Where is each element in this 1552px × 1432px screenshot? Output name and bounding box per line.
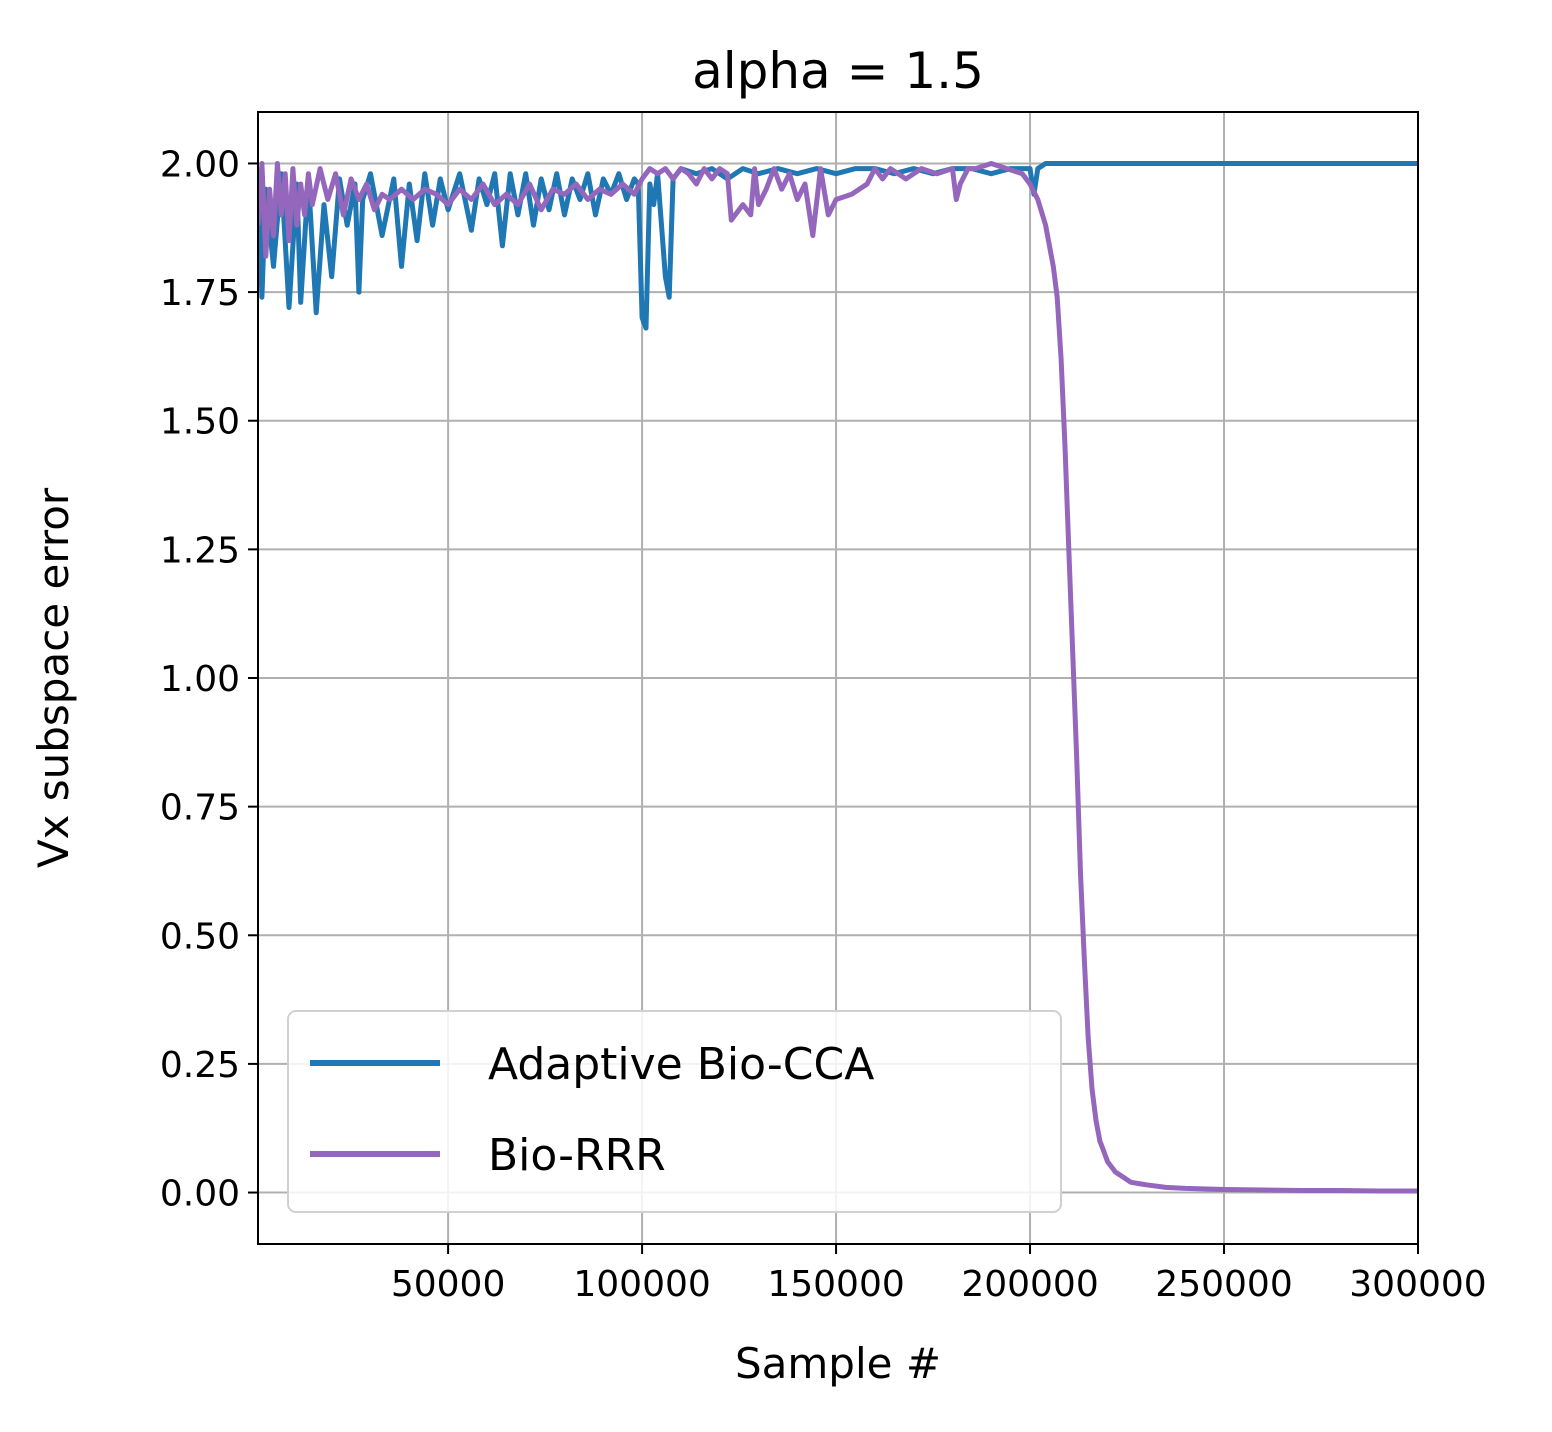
x-axis-title: Sample # <box>735 1339 941 1388</box>
y-axis-title: Vx subspace error <box>29 487 78 868</box>
legend: Adaptive Bio-CCA Bio-RRR <box>287 1010 1062 1213</box>
y-tick-label: 0.25 <box>160 1045 240 1086</box>
series-line-adaptive-bio-cca <box>258 161 1418 331</box>
y-tick-label: 1.25 <box>160 530 240 571</box>
x-tick-label: 100000 <box>573 1264 710 1305</box>
y-tick-label: 2.00 <box>160 144 240 185</box>
y-tick-label: 0.75 <box>160 788 240 829</box>
series-line-bio-rrr <box>258 161 1418 1194</box>
y-tick-label: 1.50 <box>160 402 240 443</box>
plot-series <box>258 161 1418 1194</box>
chart-title: alpha = 1.5 <box>692 42 984 100</box>
x-tick-label: 300000 <box>1349 1264 1486 1305</box>
legend-label: Bio-RRR <box>488 1130 666 1181</box>
legend-box <box>287 1010 1062 1213</box>
y-tick-label: 1.00 <box>160 659 240 700</box>
x-tick-label: 150000 <box>767 1264 904 1305</box>
x-tick-label: 250000 <box>1155 1264 1292 1305</box>
x-tick-label: 200000 <box>961 1264 1098 1305</box>
x-tick-label: 50000 <box>391 1264 506 1305</box>
axis-ticks: 50000 100000 150000 200000 250000 300000 0.00 0… <box>160 144 1487 1305</box>
y-tick-label: 0.00 <box>160 1174 240 1215</box>
y-tick-label: 0.50 <box>160 916 240 957</box>
y-tick-label: 1.75 <box>160 273 240 314</box>
legend-label: Adaptive Bio-CCA <box>488 1039 874 1090</box>
